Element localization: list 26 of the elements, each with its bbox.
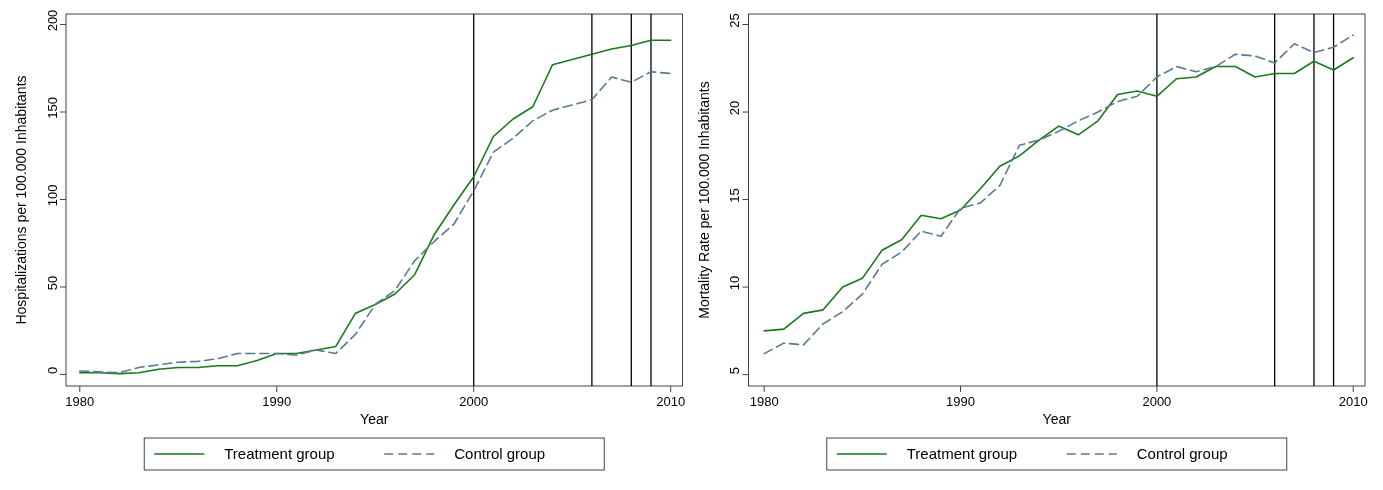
y-tick-label: 50 — [44, 275, 60, 291]
x-tick-label: 1990 — [946, 394, 976, 409]
y-tick-label: 20 — [727, 100, 743, 116]
x-axis-title: Year — [360, 411, 389, 427]
x-axis-title: Year — [1042, 411, 1072, 427]
y-tick-label: 0 — [44, 366, 60, 375]
legend-label: Treatment group — [906, 445, 1018, 463]
x-tick-label: 2010 — [656, 394, 686, 409]
y-axis-title: Hospitalizations per 100.000 Inhabitants — [13, 75, 29, 325]
x-tick-label: 1980 — [749, 394, 779, 409]
x-tick-label: 2010 — [1338, 394, 1368, 409]
y-tick-label: 15 — [727, 188, 743, 203]
x-tick-label: 2000 — [459, 394, 489, 409]
y-tick-label: 200 — [44, 9, 60, 32]
x-tick-label: 1990 — [262, 394, 292, 409]
legend-label: Treatment group — [224, 445, 335, 463]
y-tick-label: 25 — [727, 13, 743, 28]
legend-label: Control group — [454, 445, 546, 463]
legend-label: Control group — [1136, 445, 1228, 463]
x-tick-label: 2000 — [1142, 394, 1172, 409]
y-tick-label: 10 — [727, 275, 743, 291]
y-tick-label: 5 — [727, 367, 743, 375]
y-axis-title: Mortality Rate per 100.000 Inhabitants — [695, 81, 712, 319]
y-tick-label: 100 — [44, 184, 60, 207]
y-tick-label: 150 — [44, 97, 60, 119]
x-tick-label: 1980 — [65, 394, 95, 409]
